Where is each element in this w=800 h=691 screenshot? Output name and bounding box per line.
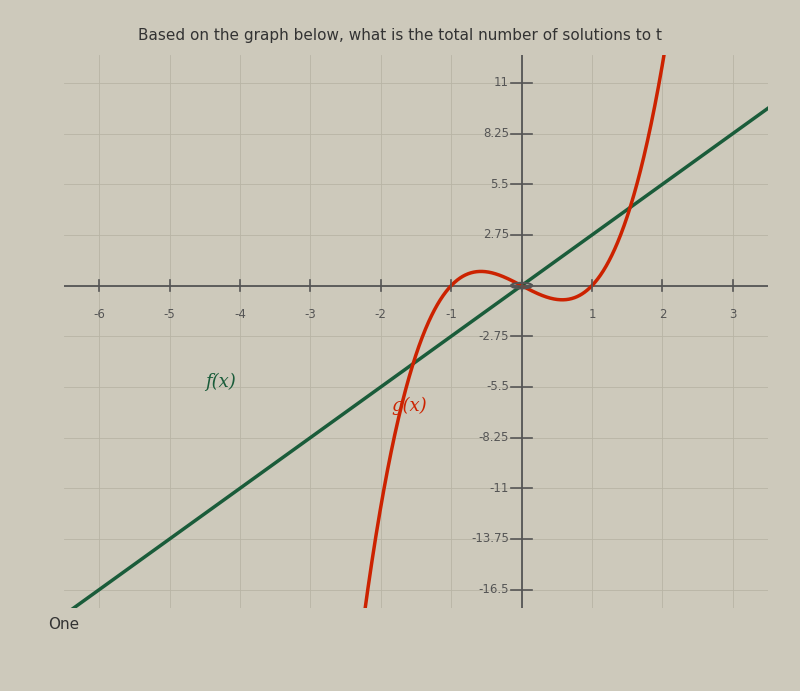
Text: 2.75: 2.75 [483,229,509,241]
Text: 3: 3 [729,307,737,321]
Text: -3: -3 [305,307,316,321]
Text: -2: -2 [375,307,386,321]
Text: -16.5: -16.5 [478,583,509,596]
Text: -11: -11 [490,482,509,495]
Text: -6: -6 [94,307,105,321]
Text: -1: -1 [446,307,457,321]
Text: 1: 1 [588,307,596,321]
Text: 8.25: 8.25 [483,127,509,140]
Text: 11: 11 [494,77,509,89]
Text: 5.5: 5.5 [490,178,509,191]
Text: f(x): f(x) [205,372,235,391]
Text: -5: -5 [164,307,175,321]
Text: -8.25: -8.25 [478,431,509,444]
Text: One: One [48,617,79,632]
Text: -4: -4 [234,307,246,321]
Text: -5.5: -5.5 [486,381,509,393]
Text: g(x): g(x) [391,397,427,415]
Text: Based on the graph below, what is the total number of solutions to t: Based on the graph below, what is the to… [138,28,662,43]
Text: -2.75: -2.75 [478,330,509,343]
Text: -13.75: -13.75 [471,533,509,545]
Text: 2: 2 [658,307,666,321]
